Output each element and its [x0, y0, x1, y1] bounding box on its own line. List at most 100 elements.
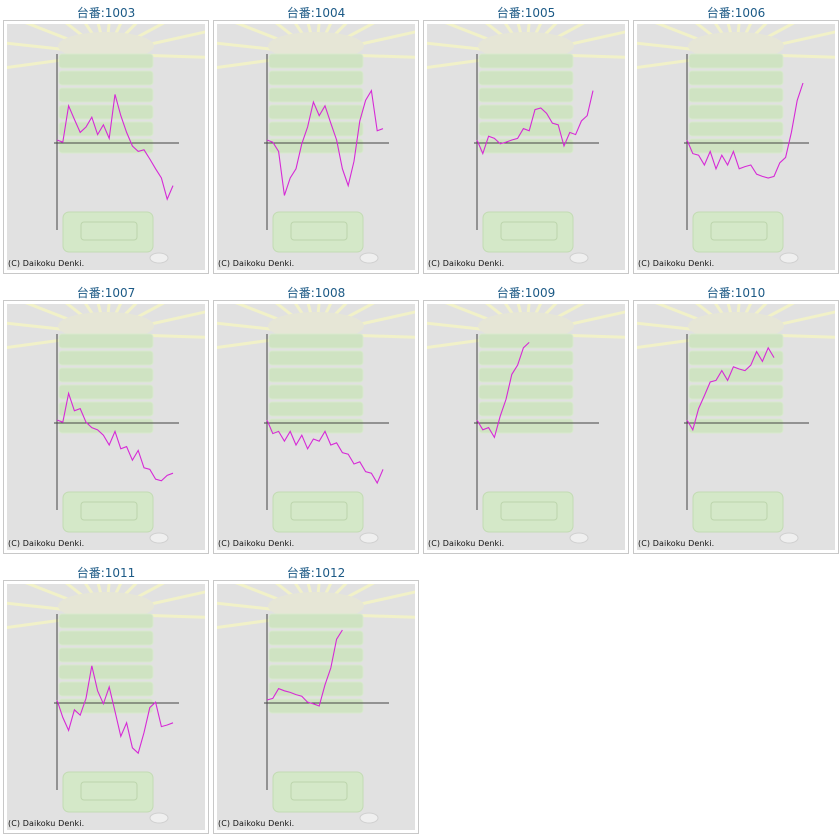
machine-tier	[478, 87, 574, 103]
machine-card-1009[interactable]: 台番:1009 (C) Daikoku Denki.	[423, 280, 629, 556]
machine-illustration	[478, 312, 589, 544]
graph-panel	[637, 304, 835, 550]
machine-tray-slot	[710, 501, 768, 521]
trend-graph	[427, 304, 625, 544]
machine-tier	[58, 53, 154, 69]
machine-tier	[268, 70, 364, 86]
graph-panel	[7, 24, 205, 270]
machine-tier	[58, 367, 154, 383]
graph-panel	[427, 24, 625, 270]
copyright-text: (C) Daikoku Denki.	[218, 259, 295, 268]
machine-card-1010[interactable]: 台番:1010 (C) Daikoku Denki.	[633, 280, 839, 556]
machine-card-1008[interactable]: 台番:1008 (C) Daikoku Denki.	[213, 280, 419, 556]
machine-tier	[478, 138, 574, 154]
machine-top	[478, 312, 574, 340]
machine-tier	[268, 367, 364, 383]
machine-tier	[58, 401, 154, 417]
machine-card-1012[interactable]: 台番:1012 (C) Daikoku Denki.	[213, 560, 419, 836]
machine-tier	[58, 121, 154, 137]
trend-graph	[217, 304, 415, 544]
machine-top	[478, 32, 574, 60]
machine-number[interactable]: 台番:1010	[706, 286, 766, 300]
machine-tray	[482, 211, 574, 253]
machine-tier	[58, 333, 154, 349]
graph-frame: (C) Daikoku Denki.	[3, 300, 209, 554]
machine-tier	[268, 53, 364, 69]
machine-tier	[58, 698, 154, 714]
graph-panel	[217, 584, 415, 830]
machine-tier	[478, 350, 574, 366]
machine-tier	[58, 664, 154, 680]
machine-tier	[268, 647, 364, 663]
machine-tier	[268, 333, 364, 349]
copyright-text: (C) Daikoku Denki.	[638, 539, 715, 548]
machine-tier	[688, 367, 784, 383]
machine-tier	[688, 401, 784, 417]
trend-graph	[637, 24, 835, 264]
machine-tier	[688, 384, 784, 400]
machine-tier	[478, 401, 574, 417]
machine-tier	[688, 53, 784, 69]
machine-tier	[58, 384, 154, 400]
machine-tray	[272, 211, 364, 253]
graph-frame: (C) Daikoku Denki.	[633, 20, 839, 274]
trend-line	[266, 629, 343, 707]
machine-top	[58, 32, 154, 60]
machine-illustration	[688, 312, 799, 544]
machine-tier	[688, 87, 784, 103]
graph-panel	[217, 24, 415, 270]
machine-number[interactable]: 台番:1006	[706, 6, 766, 20]
machine-card-1003[interactable]: 台番:1003 (C) Daikoku Denki.	[3, 0, 209, 276]
trend-line	[56, 665, 174, 755]
machine-number[interactable]: 台番:1009	[496, 286, 556, 300]
machine-card-1011[interactable]: 台番:1011 (C) Daikoku Denki.	[3, 560, 209, 836]
machine-tier	[58, 613, 154, 629]
machine-tier	[58, 647, 154, 663]
machine-card-1006[interactable]: 台番:1006 (C) Daikoku Denki.	[633, 0, 839, 276]
graph-frame: (C) Daikoku Denki.	[213, 580, 419, 834]
machine-tier	[268, 418, 364, 434]
machine-top	[688, 312, 784, 340]
machine-tier	[58, 630, 154, 646]
machine-coin	[149, 532, 169, 544]
trend-line	[686, 82, 804, 179]
machine-number[interactable]: 台番:1004	[286, 6, 346, 20]
machine-tier	[478, 104, 574, 120]
machine-number[interactable]: 台番:1005	[496, 6, 556, 20]
trend-graph	[7, 584, 205, 824]
machine-number[interactable]: 台番:1007	[76, 286, 136, 300]
machine-card-1007[interactable]: 台番:1007 (C) Daikoku Denki.	[3, 280, 209, 556]
copyright-text: (C) Daikoku Denki.	[428, 259, 505, 268]
trend-line	[56, 94, 174, 201]
machine-number[interactable]: 台番:1011	[76, 566, 136, 580]
machine-tier	[478, 367, 574, 383]
trend-line	[266, 88, 384, 196]
machine-top	[58, 592, 154, 620]
machine-card-1004[interactable]: 台番:1004 (C) Daikoku Denki.	[213, 0, 419, 276]
machine-tier	[688, 138, 784, 154]
machine-tray-slot	[80, 221, 138, 241]
machine-illustration	[268, 32, 379, 264]
machine-tier	[58, 418, 154, 434]
trend-graph	[217, 24, 415, 264]
machine-coin	[359, 812, 379, 824]
machine-card-1005[interactable]: 台番:1005 (C) Daikoku Denki.	[423, 0, 629, 276]
machine-tray-slot	[500, 501, 558, 521]
machine-tier	[268, 698, 364, 714]
machine-tray-slot	[290, 221, 348, 241]
machine-tier	[58, 87, 154, 103]
machine-coin	[359, 532, 379, 544]
machine-tier	[688, 70, 784, 86]
machine-number[interactable]: 台番:1003	[76, 6, 136, 20]
machine-tier	[268, 384, 364, 400]
machine-number[interactable]: 台番:1012	[286, 566, 346, 580]
machine-top	[58, 312, 154, 340]
machine-top	[688, 32, 784, 60]
trend-line	[56, 391, 174, 482]
trend-graph	[427, 24, 625, 264]
machine-tier	[688, 333, 784, 349]
machine-tier	[58, 350, 154, 366]
machine-number[interactable]: 台番:1008	[286, 286, 346, 300]
graph-frame: (C) Daikoku Denki.	[633, 300, 839, 554]
